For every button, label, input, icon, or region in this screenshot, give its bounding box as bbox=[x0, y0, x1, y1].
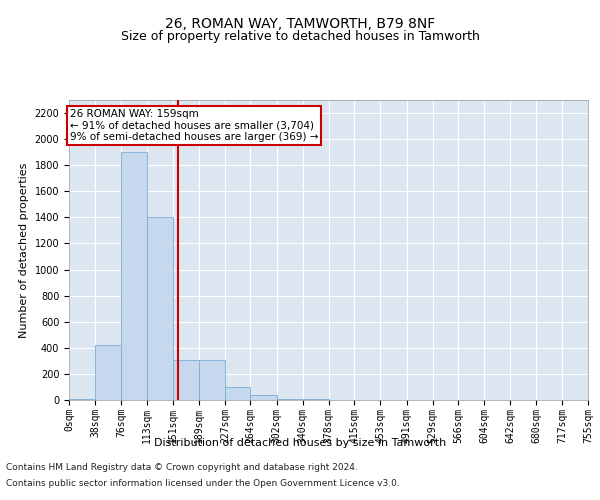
Text: 26, ROMAN WAY, TAMWORTH, B79 8NF: 26, ROMAN WAY, TAMWORTH, B79 8NF bbox=[165, 18, 435, 32]
Bar bbox=[173, 360, 199, 400]
Bar bbox=[225, 387, 250, 400]
Y-axis label: Number of detached properties: Number of detached properties bbox=[19, 162, 29, 338]
Bar bbox=[277, 398, 303, 400]
Bar bbox=[250, 395, 277, 400]
Bar bbox=[199, 360, 225, 400]
Text: 26 ROMAN WAY: 159sqm
← 91% of detached houses are smaller (3,704)
9% of semi-det: 26 ROMAN WAY: 159sqm ← 91% of detached h… bbox=[70, 109, 318, 142]
Text: Contains HM Land Registry data © Crown copyright and database right 2024.: Contains HM Land Registry data © Crown c… bbox=[6, 464, 358, 472]
Bar bbox=[69, 399, 95, 400]
Bar bbox=[146, 218, 173, 400]
Text: Contains public sector information licensed under the Open Government Licence v3: Contains public sector information licen… bbox=[6, 478, 400, 488]
Bar bbox=[121, 152, 146, 400]
Text: Distribution of detached houses by size in Tamworth: Distribution of detached houses by size … bbox=[154, 438, 446, 448]
Bar bbox=[95, 345, 121, 400]
Text: Size of property relative to detached houses in Tamworth: Size of property relative to detached ho… bbox=[121, 30, 479, 43]
